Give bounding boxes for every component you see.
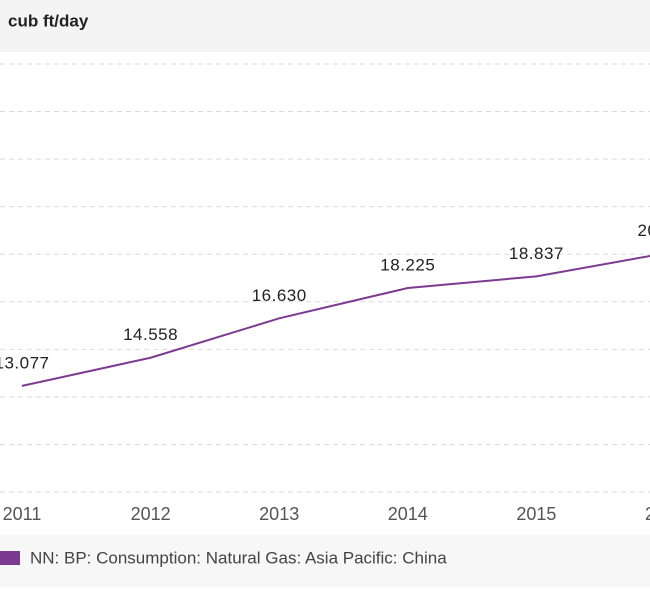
x-tick-label: 2011 [3,504,42,524]
data-label: 13.077 [0,353,50,372]
x-tick-label: 2016 [645,504,650,524]
data-label: 20.050 [638,221,650,240]
x-tick-label: 2013 [259,504,299,524]
legend-label: NN: BP: Consumption: Natural Gas: Asia P… [30,548,447,567]
legend-swatch [0,551,20,565]
x-tick-label: 2012 [131,504,171,524]
data-label: 16.630 [252,286,307,305]
chart-title: cub ft/day [8,11,89,30]
data-label: 14.558 [123,325,178,344]
data-label: 18.225 [380,255,435,274]
x-tick-label: 2014 [388,504,428,524]
header-bar [0,0,650,52]
x-tick-label: 2015 [516,504,556,524]
data-label: 18.837 [509,244,564,263]
legend-bar [0,535,650,587]
series-line [21,254,650,387]
